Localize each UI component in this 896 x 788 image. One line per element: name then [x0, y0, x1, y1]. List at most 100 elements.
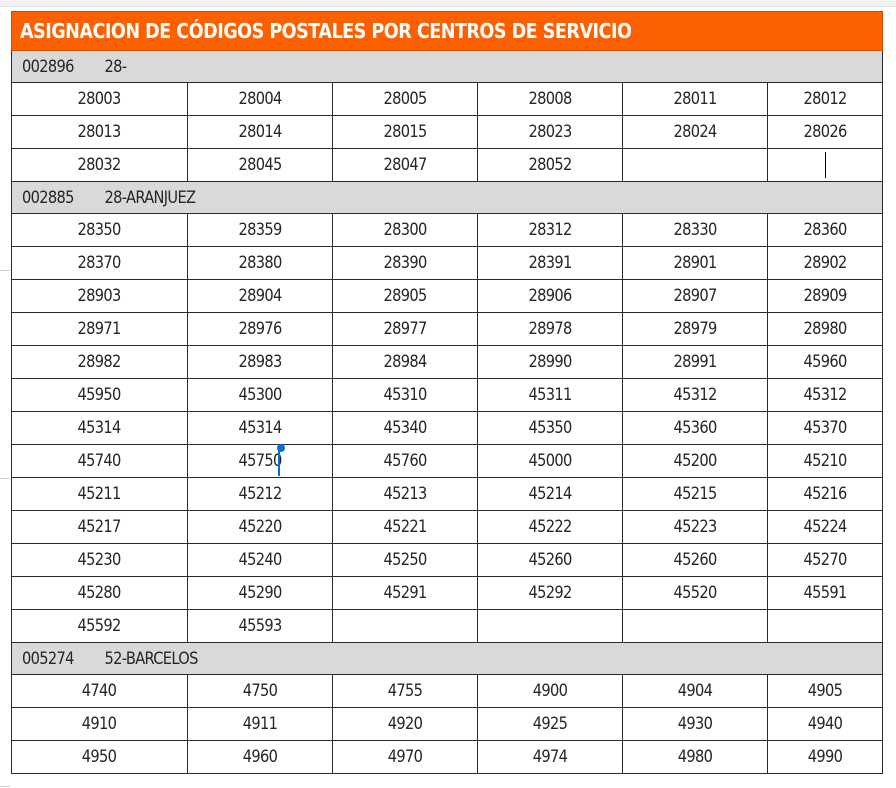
postal-code-cell[interactable]: 45592: [11, 609, 188, 643]
postal-code-cell[interactable]: 4970: [332, 740, 478, 774]
postal-code-cell[interactable]: 45000: [477, 444, 623, 478]
postal-code-cell[interactable]: 28971: [11, 312, 188, 346]
postal-code-cell[interactable]: 28052: [477, 148, 623, 182]
postal-code-cell[interactable]: 45223: [622, 510, 768, 544]
postal-code-cell[interactable]: 45260: [622, 543, 768, 577]
postal-code-cell[interactable]: 28980: [767, 312, 883, 346]
postal-code-cell[interactable]: 4740: [11, 674, 188, 708]
postal-code-cell[interactable]: 28047: [332, 148, 478, 182]
postal-code-cell[interactable]: 28003: [11, 82, 188, 116]
postal-code-cell[interactable]: 28977: [332, 312, 478, 346]
table-title-cell[interactable]: ASIGNACION DE CÓDIGOS POSTALES POR CENTR…: [11, 11, 883, 51]
postal-code-cell[interactable]: 45760: [332, 444, 478, 478]
postal-code-cell[interactable]: 45240: [187, 543, 333, 577]
postal-code-cell[interactable]: 45221: [332, 510, 478, 544]
postal-code-cell[interactable]: 4905: [767, 674, 883, 708]
postal-code-cell[interactable]: 45290: [187, 576, 333, 610]
postal-code-cell[interactable]: 28015: [332, 115, 478, 149]
postal-code-cell[interactable]: 4904: [622, 674, 768, 708]
postal-code-cell[interactable]: [477, 609, 623, 643]
postal-code-cell[interactable]: 28901: [622, 246, 768, 280]
postal-code-cell[interactable]: 45250: [332, 543, 478, 577]
postal-code-cell[interactable]: 28032: [11, 148, 188, 182]
postal-code-cell[interactable]: 45311: [477, 378, 623, 412]
postal-code-cell[interactable]: 28391: [477, 246, 623, 280]
postal-code-cell[interactable]: 28024: [622, 115, 768, 149]
postal-code-cell[interactable]: 45340: [332, 411, 478, 445]
postal-code-cell[interactable]: 45214: [477, 477, 623, 511]
postal-code-cell[interactable]: 45291: [332, 576, 478, 610]
postal-code-cell[interactable]: 28300: [332, 213, 478, 247]
postal-code-cell[interactable]: 45593: [187, 609, 333, 643]
postal-code-cell[interactable]: 28360: [767, 213, 883, 247]
postal-code-cell[interactable]: [332, 609, 478, 643]
postal-code-cell[interactable]: [622, 148, 768, 182]
postal-code-cell[interactable]: 45216: [767, 477, 883, 511]
postal-code-cell[interactable]: 45224: [767, 510, 883, 544]
postal-code-cell[interactable]: 4990: [767, 740, 883, 774]
postal-code-cell[interactable]: 45312: [622, 378, 768, 412]
postal-code-cell[interactable]: 4980: [622, 740, 768, 774]
postal-code-cell[interactable]: 28005: [332, 82, 478, 116]
postal-code-cell[interactable]: 45200: [622, 444, 768, 478]
postal-code-cell[interactable]: 4974: [477, 740, 623, 774]
postal-code-cell[interactable]: 45270: [767, 543, 883, 577]
postal-code-cell[interactable]: 28990: [477, 345, 623, 379]
postal-code-cell[interactable]: 28014: [187, 115, 333, 149]
postal-code-cell[interactable]: 45310: [332, 378, 478, 412]
postal-code-cell[interactable]: 28312: [477, 213, 623, 247]
postal-code-cell[interactable]: 28991: [622, 345, 768, 379]
postal-code-cell[interactable]: 4910: [11, 707, 188, 741]
postal-code-cell[interactable]: 45350: [477, 411, 623, 445]
postal-code-cell[interactable]: 45314: [11, 411, 188, 445]
postal-code-cell[interactable]: 28984: [332, 345, 478, 379]
postal-code-cell[interactable]: 28976: [187, 312, 333, 346]
postal-code-cell[interactable]: 45292: [477, 576, 623, 610]
postal-code-cell[interactable]: 4930: [622, 707, 768, 741]
postal-code-cell[interactable]: 45213: [332, 477, 478, 511]
postal-code-cell[interactable]: 45212: [187, 477, 333, 511]
postal-code-cell[interactable]: 45591: [767, 576, 883, 610]
postal-code-cell[interactable]: 45950: [11, 378, 188, 412]
postal-code-cell[interactable]: 28390: [332, 246, 478, 280]
postal-code-cell[interactable]: 28012: [767, 82, 883, 116]
postal-code-cell[interactable]: 4750: [187, 674, 333, 708]
postal-code-cell[interactable]: 45260: [477, 543, 623, 577]
postal-code-cell[interactable]: 28978: [477, 312, 623, 346]
postal-code-cell[interactable]: 28330: [622, 213, 768, 247]
postal-code-cell[interactable]: 4925: [477, 707, 623, 741]
postal-code-cell[interactable]: 28008: [477, 82, 623, 116]
postal-code-cell[interactable]: [622, 609, 768, 643]
postal-code-cell[interactable]: 45211: [11, 477, 188, 511]
postal-code-cell[interactable]: 45222: [477, 510, 623, 544]
postal-code-cell[interactable]: 45740: [11, 444, 188, 478]
postal-code-cell[interactable]: 4911: [187, 707, 333, 741]
postal-code-cell[interactable]: 28023: [477, 115, 623, 149]
postal-code-cell[interactable]: 28906: [477, 279, 623, 313]
service-center-header-cell[interactable]: 002885 28-ARANJUEZ: [11, 181, 883, 214]
postal-code-cell[interactable]: 45750: [187, 444, 333, 478]
postal-code-cell[interactable]: 45280: [11, 576, 188, 610]
postal-code-cell[interactable]: 45314: [187, 411, 333, 445]
postal-code-cell[interactable]: 4920: [332, 707, 478, 741]
postal-code-cell[interactable]: 28979: [622, 312, 768, 346]
postal-code-cell[interactable]: 45217: [11, 510, 188, 544]
postal-code-cell[interactable]: 45960: [767, 345, 883, 379]
postal-code-cell[interactable]: 28370: [11, 246, 188, 280]
postal-code-cell[interactable]: 28013: [11, 115, 188, 149]
service-center-header-cell[interactable]: 002896 28-: [11, 50, 883, 83]
service-center-header-cell[interactable]: 005274 52-BARCELOS: [11, 642, 883, 675]
postal-code-cell[interactable]: 28983: [187, 345, 333, 379]
postal-code-cell[interactable]: 28903: [11, 279, 188, 313]
postal-code-cell[interactable]: 28350: [11, 213, 188, 247]
postal-code-cell[interactable]: 45370: [767, 411, 883, 445]
postal-code-cell[interactable]: 28011: [622, 82, 768, 116]
postal-code-cell[interactable]: 28359: [187, 213, 333, 247]
postal-code-cell[interactable]: 28004: [187, 82, 333, 116]
postal-code-cell[interactable]: 28904: [187, 279, 333, 313]
postal-code-cell[interactable]: 28982: [11, 345, 188, 379]
postal-code-cell[interactable]: 4950: [11, 740, 188, 774]
postal-code-cell[interactable]: 28380: [187, 246, 333, 280]
postal-code-cell[interactable]: [767, 148, 883, 182]
postal-code-cell[interactable]: 45300: [187, 378, 333, 412]
